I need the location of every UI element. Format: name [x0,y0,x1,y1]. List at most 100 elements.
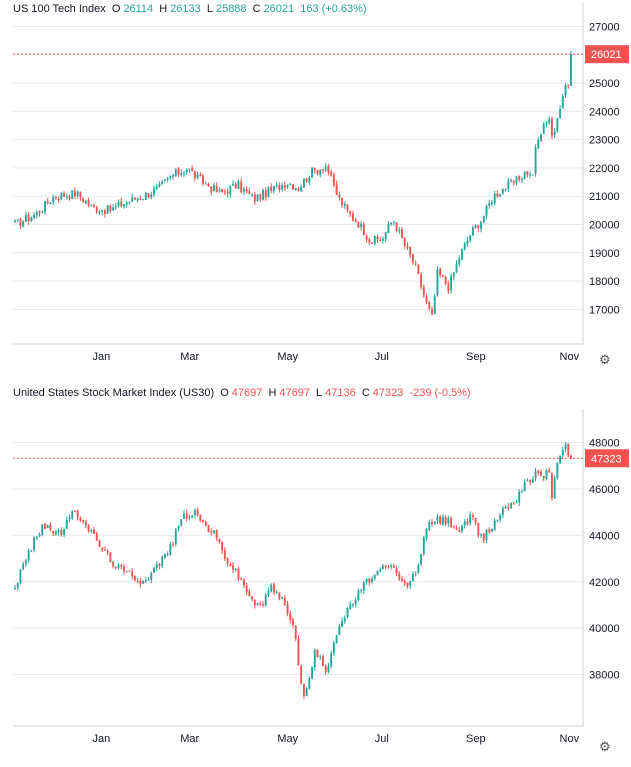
candle-body [332,174,335,186]
candle-body [229,186,232,195]
candle-body [264,190,267,198]
candle-body [278,592,281,600]
candle-body [401,578,403,581]
candle-body [259,603,262,605]
candle-body [131,197,134,202]
candle-body [215,529,218,539]
candle-body [381,238,384,241]
candle-body [463,243,466,250]
candle-body [507,506,510,508]
candle-body [82,198,85,203]
candle-body [207,525,210,533]
candle-body [433,521,436,524]
candle-body [180,172,183,175]
candle-body [245,585,248,592]
candle-body [30,217,33,221]
candle-body [313,650,316,668]
candle-body [256,603,259,605]
candle-body [68,196,71,199]
candle-body [474,225,477,228]
candle-body [248,191,251,195]
candle-body [283,185,286,189]
candle-body [305,178,308,182]
candle-body [311,168,314,177]
candle-body [158,564,161,567]
candle-body [570,455,572,459]
candle-body [496,193,499,197]
ohlc-low-label: L [316,387,323,399]
last-price-badge [585,449,629,468]
candle-body [221,541,224,551]
settings-gear-icon[interactable]: ⚙ [599,739,611,754]
candle-body [248,591,251,597]
candle-body [262,189,264,200]
candle-body [548,470,551,473]
candle-body [79,191,82,198]
candle-body [199,174,202,177]
candle-body [376,236,379,240]
x-tick-label: May [277,733,298,745]
candle-body [71,511,74,519]
x-tick-label: May [277,351,298,363]
ohlc-high: 47697 [279,387,310,399]
candle-body [447,283,450,291]
candle-body [300,665,303,684]
candle-body [60,529,63,535]
candle-body [60,193,63,200]
candle-body [202,519,205,522]
candle-body [166,553,169,555]
candle-body [381,565,384,569]
candle-body [384,232,387,240]
price-chart-svg[interactable]: 38000 40000 42000 44000 46000 48000 Jan Mar May J… [0,384,631,767]
candle-body [283,597,286,605]
candle-body [131,571,134,577]
last-price-label: 47323 [591,453,622,465]
y-tick-label: 27000 [589,21,620,33]
candle-body [180,519,183,526]
candle-body [112,562,115,567]
candle-body [352,213,354,221]
candle-body [136,581,139,583]
candle-body [262,604,264,606]
candle-body [142,581,145,584]
candle-body [458,258,461,265]
candle-body [281,185,284,190]
candle-body [324,166,327,171]
candle-body [226,558,229,564]
candle-body [153,188,155,195]
x-tick-label: Sep [466,351,486,363]
ohlc-low: 25888 [215,3,247,15]
candle-body [480,534,483,536]
y-tick-label: 40000 [589,623,620,635]
candle-body [169,544,172,555]
candle-body [232,183,234,186]
candle-body [84,521,87,526]
candle-body [352,604,354,606]
candle-body [335,635,338,644]
candle-body [501,507,504,516]
candle-body [534,471,537,479]
candle-body [172,175,175,177]
candle-body [169,175,172,178]
candle-body [406,245,409,248]
candle-body [120,201,123,207]
candle-body [63,193,66,197]
candle-body [245,189,248,192]
candle-body [450,276,453,290]
candle-body [357,590,360,600]
candle-body [537,140,540,148]
candle-body [488,529,491,532]
candle-body [373,235,376,245]
settings-gear-icon[interactable]: ⚙ [599,352,611,367]
candle-body [504,506,507,509]
candle-body [35,212,38,216]
x-tick-label: Jul [375,351,389,363]
candle-body [161,181,164,184]
price-chart-svg[interactable]: 17000 18000 19000 20000 21000 22000 23000 24000… [0,0,631,380]
candle-body [422,286,425,296]
ohlc-change: -239 (-0.5%) [409,387,471,399]
x-tick-label: Jul [375,733,389,745]
candle-body [349,210,352,215]
candle-body [161,557,164,566]
candle-body [302,683,305,697]
